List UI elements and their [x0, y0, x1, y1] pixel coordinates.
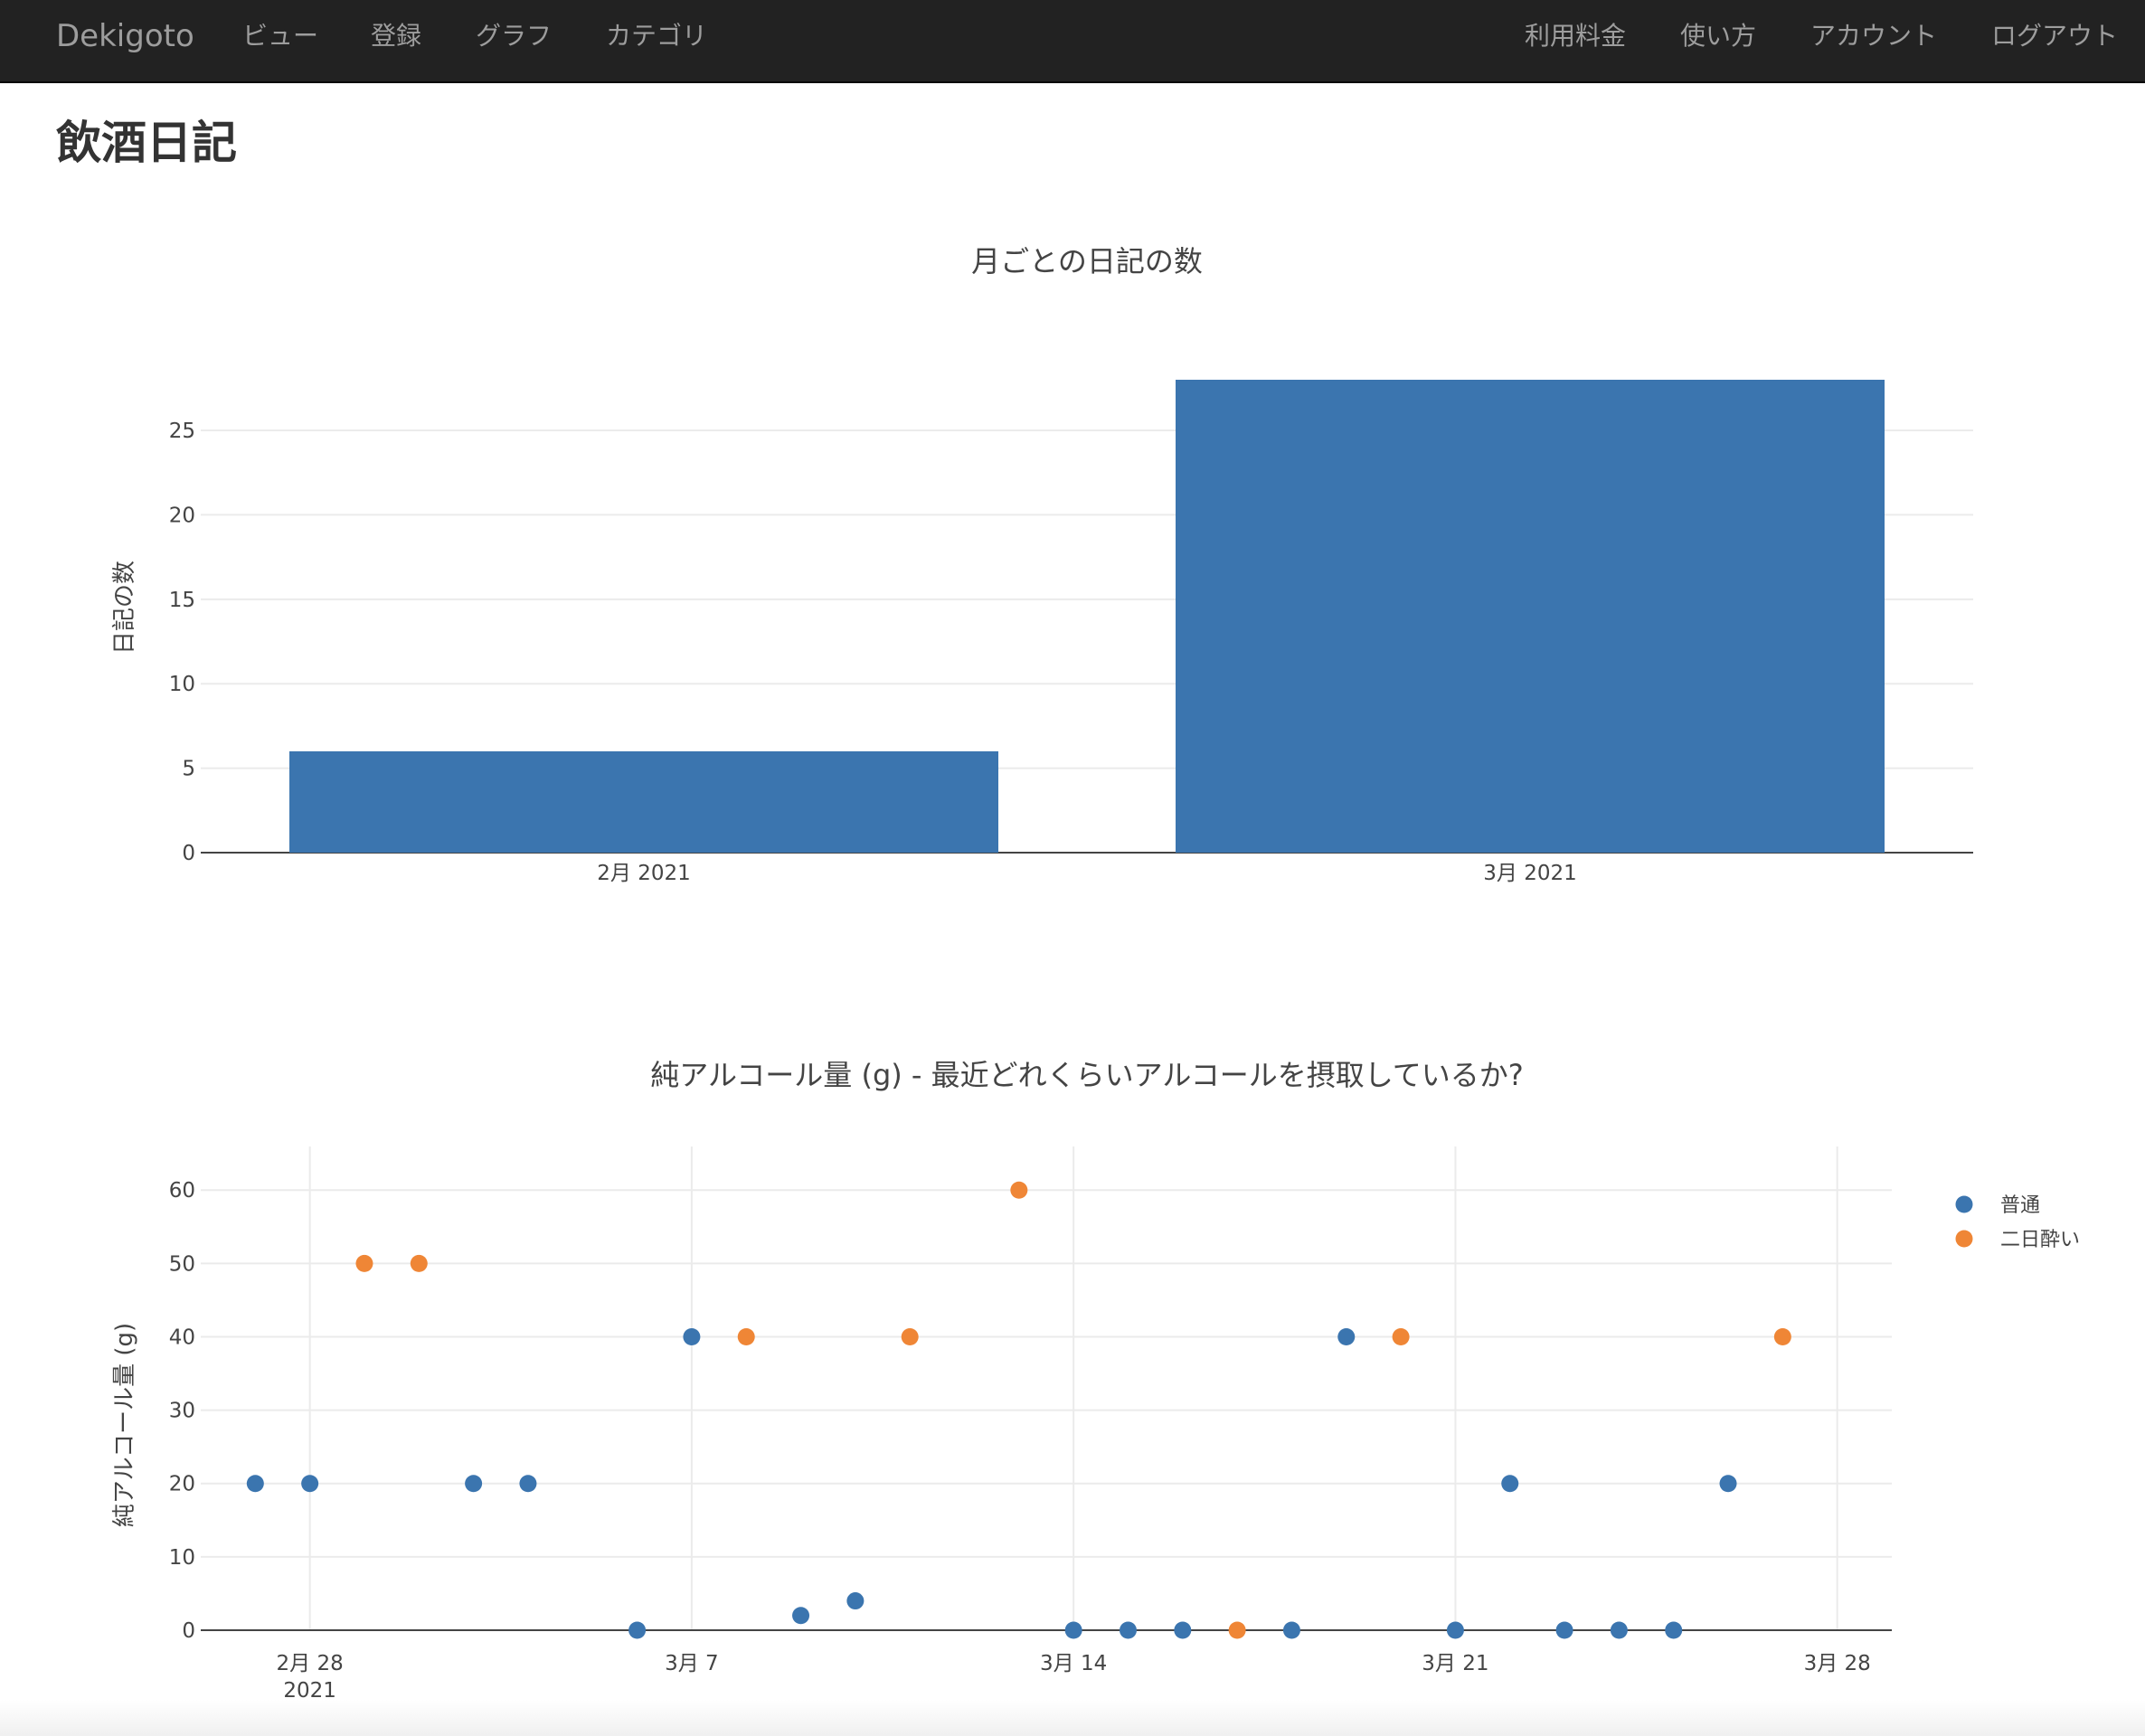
nav-pricing[interactable]: 利用料金	[1525, 21, 1627, 51]
scatter-point-normal[interactable]	[1610, 1621, 1628, 1639]
scatter-x-tick-label: 3月 14	[1040, 1652, 1107, 1675]
scatter-point-normal[interactable]	[1174, 1621, 1192, 1639]
scatter-chart-title: 純アルコール量 (g) - 最近どれくらいアルコールを摂取しているか?	[650, 1058, 1523, 1092]
bar-y-tick-label: 20	[169, 504, 195, 527]
scatter-point-normal[interactable]	[1282, 1621, 1300, 1639]
scatter-point-normal[interactable]	[1555, 1621, 1573, 1639]
scatter-point-normal[interactable]	[1665, 1621, 1683, 1639]
scatter-point-normal[interactable]	[519, 1475, 537, 1493]
scatter-x-tick-label: 2月 28	[277, 1652, 344, 1675]
scatter-y-tick-label: 60	[169, 1179, 195, 1203]
scatter-x-tick-label: 3月 28	[1804, 1652, 1871, 1675]
scatter-point-normal[interactable]	[465, 1475, 483, 1493]
scatter-point-hangover[interactable]	[901, 1327, 919, 1345]
scatter-y-tick-label: 20	[169, 1473, 195, 1496]
scatter-point-hangover[interactable]	[1392, 1327, 1410, 1345]
nav-howto[interactable]: 使い方	[1680, 21, 1757, 51]
bar-y-tick-label: 25	[169, 420, 195, 443]
scatter-point-hangover[interactable]	[737, 1327, 755, 1345]
bar-chart-y-axis-label: 日記の数	[111, 561, 138, 655]
scatter-x-tick-year: 2021	[283, 1679, 336, 1703]
bar-1[interactable]	[289, 750, 998, 853]
scatter-y-tick-label: 50	[169, 1252, 195, 1276]
bar-y-tick-label: 15	[169, 589, 195, 612]
bar-y-tick-label: 0	[182, 842, 195, 865]
scatter-point-normal[interactable]	[1719, 1475, 1737, 1493]
scatter-point-normal[interactable]	[1119, 1621, 1137, 1639]
scatter-point-normal[interactable]	[792, 1607, 810, 1625]
legend-label[interactable]: 普通	[2000, 1194, 2040, 1217]
bar-chart-title: 月ごとの日記の数	[971, 244, 1203, 278]
nav-register[interactable]: 登録	[371, 21, 422, 51]
scatter-chart-y-axis-label: 純アルコール量 (g)	[111, 1323, 138, 1527]
scatter-point-hangover[interactable]	[1773, 1327, 1791, 1345]
scatter-point-normal[interactable]	[628, 1621, 647, 1639]
legend-label[interactable]: 二日酔い	[2000, 1229, 2080, 1251]
scatter-y-tick-label: 30	[169, 1400, 195, 1423]
legend-marker	[1955, 1195, 1973, 1213]
brand-link[interactable]: Dekigoto	[56, 18, 194, 54]
scatter-point-hangover[interactable]	[1010, 1181, 1028, 1199]
scatter-point-normal[interactable]	[1501, 1475, 1519, 1493]
page-bottom-fade	[0, 1700, 2145, 1736]
scatter-point-hangover[interactable]	[355, 1254, 373, 1272]
bar-x-tick-label: 2月 2021	[597, 862, 690, 885]
scatter-y-tick-label: 40	[169, 1326, 195, 1349]
nav-view[interactable]: ビュー	[242, 21, 319, 51]
scatter-point-normal[interactable]	[246, 1475, 264, 1493]
scatter-point-hangover[interactable]	[1228, 1621, 1246, 1639]
scatter-x-tick-label: 3月 21	[1422, 1652, 1488, 1675]
scatter-point-normal[interactable]	[846, 1592, 865, 1610]
scatter-y-tick-label: 10	[169, 1546, 195, 1570]
bar-chart: 月ごとの日記の数 0 5 10 15 20 25 2月 2021 3月 2021 日記の数	[111, 244, 1973, 885]
scatter-point-normal[interactable]	[301, 1475, 319, 1493]
scatter-point-normal[interactable]	[683, 1327, 701, 1345]
bar-2[interactable]	[1176, 380, 1885, 853]
scatter-y-tick-label: 0	[182, 1619, 195, 1643]
scatter-x-tick-label: 3月 7	[665, 1652, 719, 1675]
scatter-point-normal[interactable]	[1446, 1621, 1464, 1639]
bar-y-tick-label: 10	[169, 673, 195, 696]
page-title: 飲酒日記	[56, 117, 237, 169]
scatter-point-normal[interactable]	[1337, 1327, 1356, 1345]
legend-marker	[1955, 1230, 1973, 1248]
scatter-point-hangover[interactable]	[410, 1254, 428, 1272]
scatter-point-normal[interactable]	[1064, 1621, 1082, 1639]
nav-graph[interactable]: グラフ	[476, 21, 553, 51]
bar-y-tick-label: 5	[182, 758, 195, 781]
nav-category[interactable]: カテゴリ	[606, 21, 708, 51]
nav-account[interactable]: アカウント	[1810, 21, 1938, 51]
scatter-chart: 純アルコール量 (g) - 最近どれくらいアルコールを摂取しているか? 0 10 2…	[111, 1058, 2080, 1703]
top-navbar: Dekigoto ビュー 登録 グラフ カテゴリ 利用料金 使い方 アカウント …	[0, 0, 2145, 83]
bar-x-tick-label: 3月 2021	[1483, 862, 1576, 885]
nav-logout[interactable]: ログアウト	[1991, 21, 2119, 51]
